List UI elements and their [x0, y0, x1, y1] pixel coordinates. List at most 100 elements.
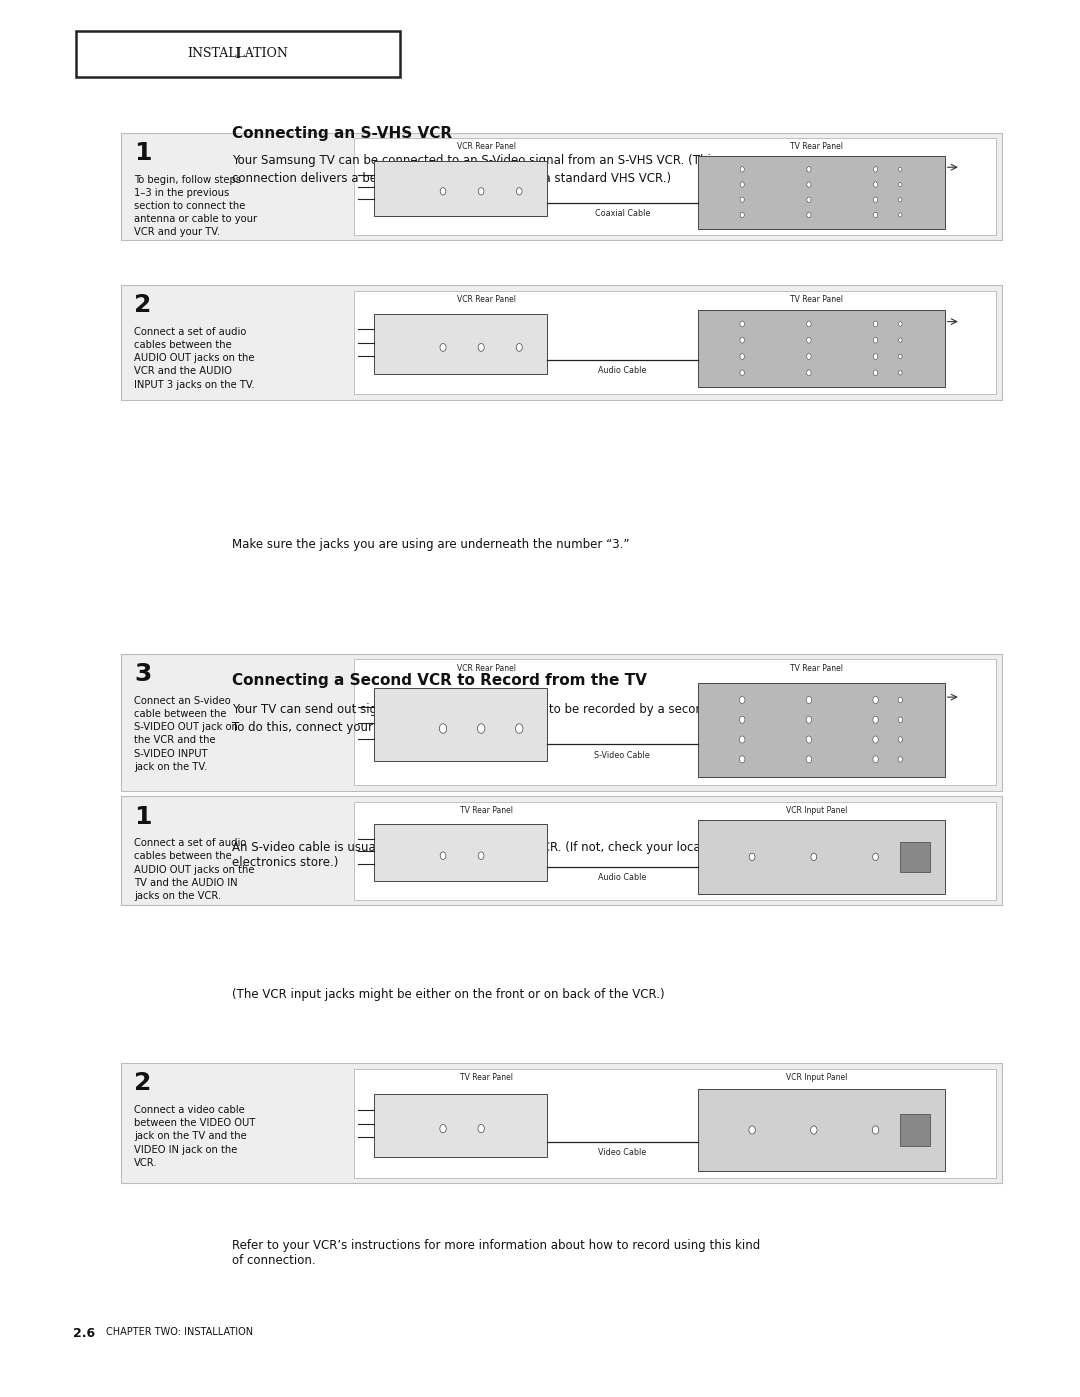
Circle shape: [873, 697, 878, 704]
Circle shape: [807, 212, 811, 218]
Bar: [354, 802, 996, 900]
Circle shape: [807, 197, 811, 203]
Text: Make sure the jacks you are using are underneath the number “3.”: Make sure the jacks you are using are un…: [232, 538, 630, 550]
Circle shape: [740, 197, 744, 203]
Circle shape: [811, 1126, 818, 1134]
Text: TV Rear Panel: TV Rear Panel: [459, 1073, 513, 1081]
Circle shape: [440, 344, 446, 352]
Circle shape: [740, 697, 745, 704]
Circle shape: [807, 182, 811, 187]
Circle shape: [874, 197, 878, 203]
Text: Your Samsung TV can be connected to an S-Video signal from an S-VHS VCR. (This
c: Your Samsung TV can be connected to an S…: [232, 154, 717, 184]
Circle shape: [873, 717, 878, 724]
Circle shape: [478, 852, 484, 859]
Bar: [374, 161, 546, 217]
Circle shape: [899, 757, 903, 763]
Text: 2.6: 2.6: [73, 1327, 95, 1340]
Text: VCR Input Panel: VCR Input Panel: [786, 1073, 847, 1081]
Circle shape: [899, 338, 902, 342]
Text: Connect a set of audio
cables between the
AUDIO OUT jacks on the
TV and the AUDI: Connect a set of audio cables between th…: [134, 838, 255, 901]
Circle shape: [807, 370, 811, 376]
Text: CHAPTER TWO: INSTALLATION: CHAPTER TWO: INSTALLATION: [106, 1327, 253, 1337]
Circle shape: [874, 353, 878, 359]
Circle shape: [899, 717, 903, 722]
Bar: [374, 1094, 546, 1157]
Bar: [698, 820, 945, 894]
Text: TV Rear Panel: TV Rear Panel: [459, 806, 513, 814]
Circle shape: [740, 212, 744, 218]
Text: VCR Rear Panel: VCR Rear Panel: [457, 142, 515, 151]
Circle shape: [806, 717, 811, 724]
Text: Connect a video cable
between the VIDEO OUT
jack on the TV and the
VIDEO IN jack: Connect a video cable between the VIDEO …: [134, 1105, 255, 1168]
Circle shape: [807, 321, 811, 327]
Text: 1: 1: [134, 805, 151, 828]
Bar: [901, 842, 930, 872]
Text: TV Rear Panel: TV Rear Panel: [789, 142, 842, 151]
Circle shape: [478, 1125, 484, 1133]
Bar: [374, 824, 546, 882]
Circle shape: [874, 337, 878, 344]
Text: TV Rear Panel: TV Rear Panel: [789, 664, 842, 672]
Circle shape: [899, 197, 902, 203]
Text: INSTALLATION: INSTALLATION: [187, 47, 288, 60]
Bar: [374, 689, 546, 761]
Circle shape: [807, 337, 811, 344]
Bar: [121, 654, 1002, 791]
Circle shape: [874, 166, 878, 172]
Circle shape: [899, 321, 902, 326]
Text: 3: 3: [134, 662, 151, 686]
Bar: [121, 1063, 1002, 1183]
Circle shape: [740, 182, 744, 187]
Circle shape: [811, 854, 816, 861]
Text: Connecting an S-VHS VCR: Connecting an S-VHS VCR: [232, 126, 453, 141]
Text: 2: 2: [134, 293, 151, 317]
Bar: [354, 1069, 996, 1178]
Circle shape: [441, 187, 446, 196]
Bar: [698, 683, 945, 777]
Bar: [121, 285, 1002, 400]
Bar: [698, 310, 945, 387]
Circle shape: [874, 370, 878, 376]
Circle shape: [874, 321, 878, 327]
Circle shape: [899, 355, 902, 359]
Text: I: I: [234, 46, 241, 61]
Text: VCR Rear Panel: VCR Rear Panel: [457, 664, 515, 672]
Circle shape: [899, 736, 903, 742]
Bar: [901, 1113, 930, 1147]
Circle shape: [807, 166, 811, 172]
Text: Video Cable: Video Cable: [598, 1148, 647, 1157]
Circle shape: [477, 724, 485, 733]
Text: 1: 1: [134, 141, 151, 165]
Circle shape: [441, 852, 446, 859]
Circle shape: [740, 166, 744, 172]
Circle shape: [899, 212, 902, 217]
Text: TV Rear Panel: TV Rear Panel: [789, 295, 842, 303]
Text: Connect an S-video
cable between the
S-VIDEO OUT jack on
the VCR and the
S-VIDEO: Connect an S-video cable between the S-V…: [134, 696, 238, 771]
Circle shape: [873, 756, 878, 763]
Text: Refer to your VCR’s instructions for more information about how to record using : Refer to your VCR’s instructions for mor…: [232, 1239, 760, 1267]
Circle shape: [478, 344, 484, 352]
Bar: [354, 291, 996, 394]
Text: 2: 2: [134, 1071, 151, 1095]
Circle shape: [806, 697, 811, 704]
Circle shape: [873, 854, 878, 861]
Circle shape: [478, 187, 484, 196]
Bar: [374, 314, 546, 374]
Circle shape: [806, 756, 811, 763]
Text: VCR Input Panel: VCR Input Panel: [786, 806, 847, 814]
Circle shape: [740, 717, 745, 724]
Bar: [121, 133, 1002, 240]
Circle shape: [740, 337, 744, 344]
Circle shape: [874, 182, 878, 187]
Bar: [698, 1090, 945, 1171]
Text: S-Video Cable: S-Video Cable: [594, 752, 650, 760]
Bar: [698, 156, 945, 229]
Circle shape: [873, 1126, 879, 1134]
Circle shape: [440, 1125, 446, 1133]
Circle shape: [807, 353, 811, 359]
Circle shape: [899, 697, 903, 703]
Text: An S-video cable is usually included with an S-VHS VCR. (If not, check your loca: An S-video cable is usually included wit…: [232, 841, 704, 869]
Circle shape: [899, 183, 902, 187]
Text: Coaxial Cable: Coaxial Cable: [595, 208, 650, 218]
Text: To begin, follow steps
1–3 in the previous
section to connect the
antenna or cab: To begin, follow steps 1–3 in the previo…: [134, 175, 257, 237]
